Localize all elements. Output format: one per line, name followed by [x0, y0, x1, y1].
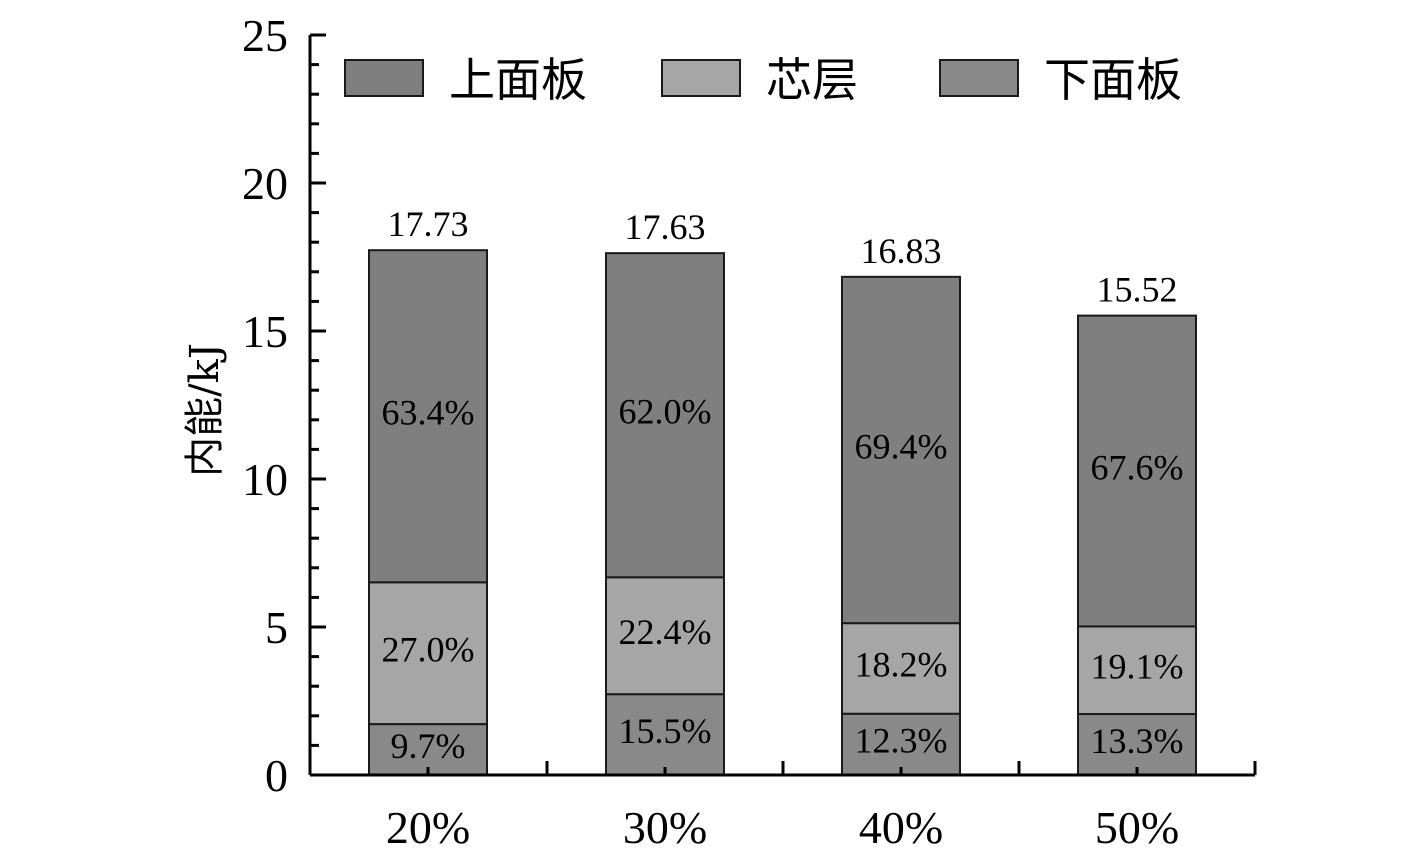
bars-group: 9.7% 27.0% 63.4% 17.73 15.5% 22.4% 62.0% 17.63 1…	[368, 204, 1197, 777]
y-tick-label: 0	[265, 750, 288, 801]
bar-segment-1-1	[368, 723, 488, 777]
segment-data-label: 13.3%	[1091, 721, 1184, 761]
x-category-label: 50%	[1095, 802, 1179, 853]
y-tick-label: 15	[242, 306, 288, 357]
y-tick-label: 25	[242, 10, 288, 61]
legend-label: 下面板	[1044, 53, 1182, 107]
segment-data-label: 18.2%	[855, 645, 948, 685]
bar-segment-1-4	[1077, 713, 1197, 776]
segment-data-label: 63.4%	[382, 393, 475, 433]
bar-segment-2-4	[1077, 625, 1197, 716]
x-category-label: 30%	[623, 802, 707, 853]
legend-label: 芯层	[766, 53, 858, 107]
bar-segment-3-4	[1077, 314, 1197, 628]
segment-data-label: 69.4%	[855, 426, 948, 466]
y-axis-label: 内能/kJ	[182, 343, 228, 477]
x-category-label: 20%	[386, 802, 470, 853]
x-category-label: 40%	[859, 802, 943, 853]
bar-total-label: 16.83	[861, 231, 942, 271]
legend-label: 上面板	[449, 53, 587, 107]
y-tick-label: 5	[265, 602, 288, 653]
bar-total-label: 17.63	[625, 207, 706, 247]
segment-data-label: 15.5%	[619, 711, 712, 751]
segment-data-label: 22.4%	[619, 612, 712, 652]
axes-group: 0 5 10 15 20 25 20% 30% 40% 50%	[242, 10, 1257, 853]
legend-swatch	[344, 59, 424, 97]
legend-swatch	[939, 59, 1019, 97]
legend-swatch	[661, 59, 741, 97]
bar-segment-1-2	[605, 693, 725, 777]
legend: 上面板 芯层 下面板	[344, 53, 1182, 107]
bar-segment-2-1	[368, 581, 488, 726]
bar-segment-2-2	[605, 576, 725, 696]
bar-total-label: 17.73	[388, 204, 469, 244]
segment-data-label: 12.3%	[855, 721, 948, 761]
segment-data-label: 62.0%	[619, 391, 712, 431]
bar-segment-3-1	[368, 249, 488, 584]
y-tick-label: 20	[242, 158, 288, 209]
segment-data-label: 9.7%	[391, 726, 466, 766]
bar-total-label: 15.52	[1097, 270, 1178, 310]
segment-data-label: 67.6%	[1091, 447, 1184, 487]
bar-segment-3-3	[841, 275, 961, 625]
segment-data-label: 27.0%	[382, 629, 475, 669]
segment-data-label: 19.1%	[1091, 646, 1184, 686]
bar-segment-3-2	[605, 252, 725, 579]
y-tick-label: 10	[242, 454, 288, 505]
bar-segment-2-3	[841, 622, 961, 715]
